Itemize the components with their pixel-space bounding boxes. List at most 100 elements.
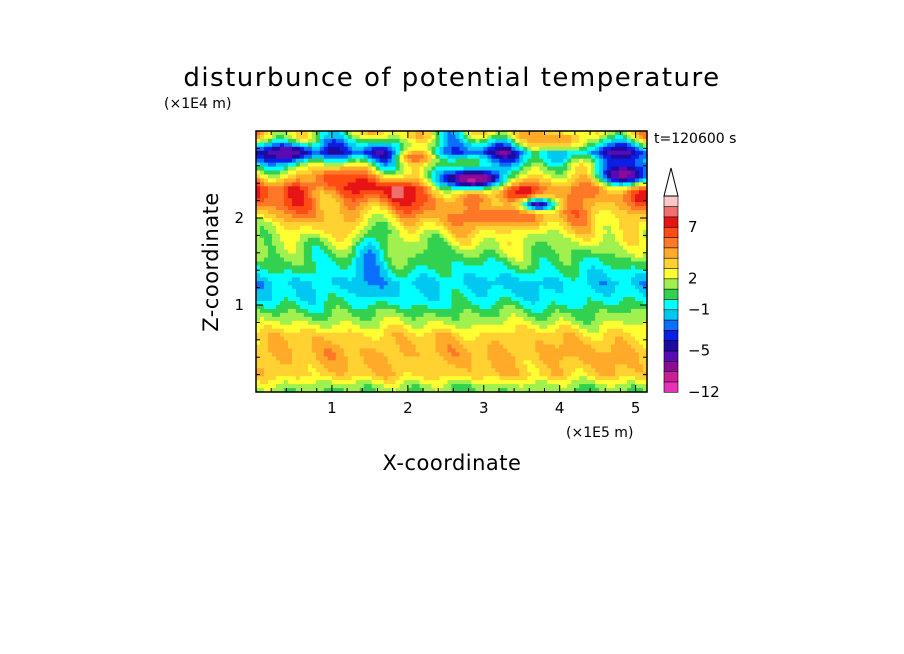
field-cell xyxy=(335,166,341,172)
field-cell xyxy=(463,237,469,243)
field-cell xyxy=(575,289,580,294)
field-cell xyxy=(531,233,536,239)
field-cell xyxy=(287,269,293,274)
field-cell xyxy=(403,277,409,282)
field-cell xyxy=(271,305,277,310)
field-cell xyxy=(627,269,632,274)
field-cell xyxy=(583,166,588,172)
field-cell xyxy=(591,202,596,207)
field-cell xyxy=(479,166,485,172)
field-cell xyxy=(256,166,261,172)
field-cell xyxy=(399,225,405,231)
field-cell xyxy=(335,320,341,326)
field-cell xyxy=(499,225,504,231)
field-cell xyxy=(559,138,564,144)
field-cell xyxy=(363,285,369,290)
field-cell xyxy=(499,182,504,187)
field-cell xyxy=(363,297,369,302)
field-cell xyxy=(559,202,564,207)
field-cell xyxy=(375,245,381,251)
field-cell xyxy=(603,154,608,160)
field-cell xyxy=(267,281,273,286)
field-cell xyxy=(323,233,329,239)
field-cell xyxy=(431,293,437,298)
field-cell xyxy=(443,182,449,187)
field-cell xyxy=(263,178,269,183)
field-cell xyxy=(359,162,365,168)
field-cell xyxy=(451,312,457,318)
field-cell xyxy=(355,281,361,286)
field-cell xyxy=(507,312,512,318)
field-cell xyxy=(319,134,325,140)
field-cell xyxy=(315,289,321,294)
field-cell xyxy=(299,301,305,306)
field-cell xyxy=(547,202,552,207)
field-cell xyxy=(467,150,473,156)
field-cell xyxy=(291,305,297,310)
field-cell xyxy=(527,218,532,223)
field-cell xyxy=(507,150,512,156)
field-cell xyxy=(531,249,536,255)
field-cell xyxy=(591,312,596,318)
field-cell xyxy=(299,312,305,318)
field-cell xyxy=(279,285,285,290)
field-cell xyxy=(627,312,632,318)
field-cell xyxy=(256,131,261,136)
field-cell xyxy=(615,146,620,152)
field-cell xyxy=(395,281,401,286)
field-cell xyxy=(311,158,317,164)
field-cell xyxy=(403,218,409,223)
field-cell xyxy=(555,269,560,274)
field-cell xyxy=(503,158,508,164)
field-cell xyxy=(387,194,393,199)
field-cell xyxy=(491,162,496,168)
field-cell xyxy=(375,305,381,310)
field-cell xyxy=(399,218,405,223)
field-cell xyxy=(491,154,496,160)
field-cell xyxy=(355,166,361,172)
field-cell xyxy=(567,320,572,326)
field-cell xyxy=(551,142,556,148)
field-cell xyxy=(619,289,624,294)
field-cell xyxy=(543,210,548,215)
field-cell xyxy=(427,233,433,239)
field-cell xyxy=(407,138,413,144)
field-cell xyxy=(519,253,524,259)
field-cell xyxy=(523,277,528,282)
field-cell xyxy=(543,316,548,322)
field-cell xyxy=(267,261,273,267)
field-cell xyxy=(447,312,453,318)
field-cell xyxy=(339,320,345,326)
field-cell xyxy=(507,221,512,227)
field-cell xyxy=(591,301,596,306)
field-cell xyxy=(599,249,604,255)
field-cell xyxy=(399,154,405,160)
field-cell xyxy=(259,328,265,334)
field-cell xyxy=(419,182,425,187)
field-cell xyxy=(427,273,433,278)
field-cell xyxy=(431,174,437,180)
field-cell xyxy=(479,316,485,322)
field-cell xyxy=(439,210,445,215)
field-cell xyxy=(347,265,353,270)
field-cell xyxy=(623,131,628,136)
field-cell xyxy=(291,285,297,290)
field-cell xyxy=(303,221,309,227)
field-cell xyxy=(467,170,473,176)
field-cell xyxy=(519,214,524,219)
field-cell xyxy=(403,190,409,195)
field-cell xyxy=(375,202,381,207)
field-cell xyxy=(495,265,500,270)
field-cell xyxy=(347,198,353,203)
field-cell xyxy=(287,182,293,187)
field-cell xyxy=(467,174,473,180)
field-cell xyxy=(471,241,477,247)
field-cell xyxy=(403,265,409,270)
field-cell xyxy=(519,198,524,203)
field-cell xyxy=(563,214,568,219)
field-cell xyxy=(399,146,405,152)
field-cell xyxy=(403,206,409,211)
field-cell xyxy=(483,293,489,298)
field-cell xyxy=(419,320,425,326)
